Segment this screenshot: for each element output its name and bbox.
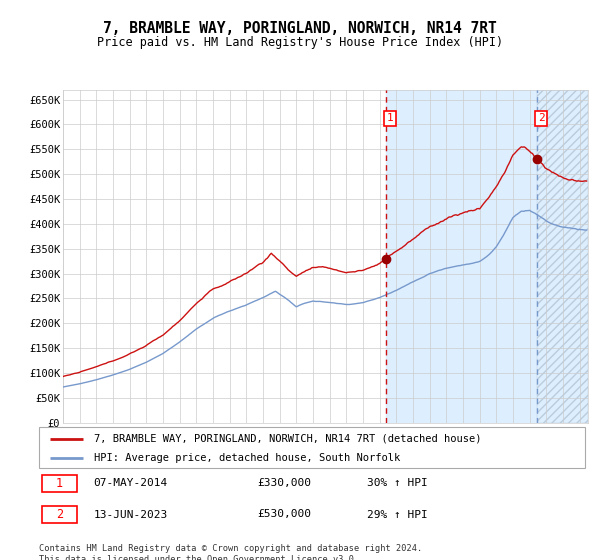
Bar xyxy=(537,90,588,423)
Text: 7, BRAMBLE WAY, PORINGLAND, NORWICH, NR14 7RT: 7, BRAMBLE WAY, PORINGLAND, NORWICH, NR1… xyxy=(103,21,497,36)
Text: £330,000: £330,000 xyxy=(257,478,311,488)
Text: HPI: Average price, detached house, South Norfolk: HPI: Average price, detached house, Sout… xyxy=(94,452,400,463)
Text: 1: 1 xyxy=(386,114,394,123)
Text: 2: 2 xyxy=(56,508,63,521)
Bar xyxy=(537,90,588,423)
Text: 13-JUN-2023: 13-JUN-2023 xyxy=(94,510,168,520)
Text: 1: 1 xyxy=(56,477,63,490)
FancyBboxPatch shape xyxy=(42,475,77,492)
Text: 07-MAY-2014: 07-MAY-2014 xyxy=(94,478,168,488)
Text: £530,000: £530,000 xyxy=(257,510,311,520)
Text: 29% ↑ HPI: 29% ↑ HPI xyxy=(367,510,427,520)
Bar xyxy=(386,90,537,423)
Text: 30% ↑ HPI: 30% ↑ HPI xyxy=(367,478,427,488)
Text: Price paid vs. HM Land Registry's House Price Index (HPI): Price paid vs. HM Land Registry's House … xyxy=(97,36,503,49)
Text: 2: 2 xyxy=(538,114,545,123)
Text: 7, BRAMBLE WAY, PORINGLAND, NORWICH, NR14 7RT (detached house): 7, BRAMBLE WAY, PORINGLAND, NORWICH, NR1… xyxy=(94,433,481,444)
FancyBboxPatch shape xyxy=(39,427,585,468)
FancyBboxPatch shape xyxy=(42,506,77,523)
Text: Contains HM Land Registry data © Crown copyright and database right 2024.
This d: Contains HM Land Registry data © Crown c… xyxy=(39,544,422,560)
